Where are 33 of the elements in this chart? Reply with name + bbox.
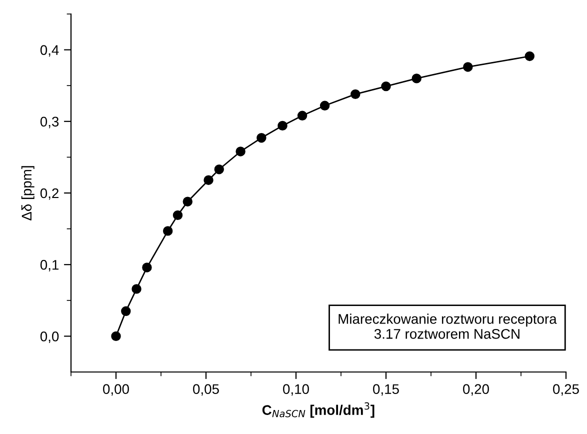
point [381, 81, 391, 92]
x-axis-title: C$_{NaSCN}$ [mol/dm$^{3}$] [262, 402, 374, 418]
y-axis-title: Δδ [ppm] [21, 166, 34, 220]
y-tick-label: 0,0 [40, 332, 59, 344]
annotation: Miareczkowanie roztworu receptora 3.17 roztworem NaSCN [338, 314, 557, 339]
point [162, 226, 173, 236]
point [121, 306, 131, 316]
x-tick-label: 0,25 [553, 384, 579, 396]
x-tick-label: 0,15 [373, 384, 399, 396]
x-tick-label: 0,10 [283, 384, 309, 396]
point [142, 262, 152, 272]
point [236, 146, 246, 156]
x-tick-label: 0,00 [103, 384, 129, 396]
point [463, 62, 473, 72]
y-tick-label: 0,4 [40, 45, 59, 57]
point [278, 120, 288, 131]
point [172, 210, 183, 220]
point [204, 175, 214, 185]
point [182, 196, 192, 206]
point [524, 51, 534, 62]
point [350, 89, 360, 100]
point [111, 331, 121, 342]
y-tick-label: 0,2 [40, 188, 58, 200]
y-tick-label: 0,3 [40, 116, 59, 128]
point [412, 74, 422, 84]
point [297, 110, 308, 121]
point [214, 164, 224, 174]
point [132, 284, 142, 294]
point [256, 133, 266, 143]
x-tick-label: 0,20 [463, 384, 489, 396]
x-tick-label: 0,05 [193, 384, 219, 396]
y-tick-label: 0,1 [40, 260, 59, 272]
point [320, 100, 330, 111]
